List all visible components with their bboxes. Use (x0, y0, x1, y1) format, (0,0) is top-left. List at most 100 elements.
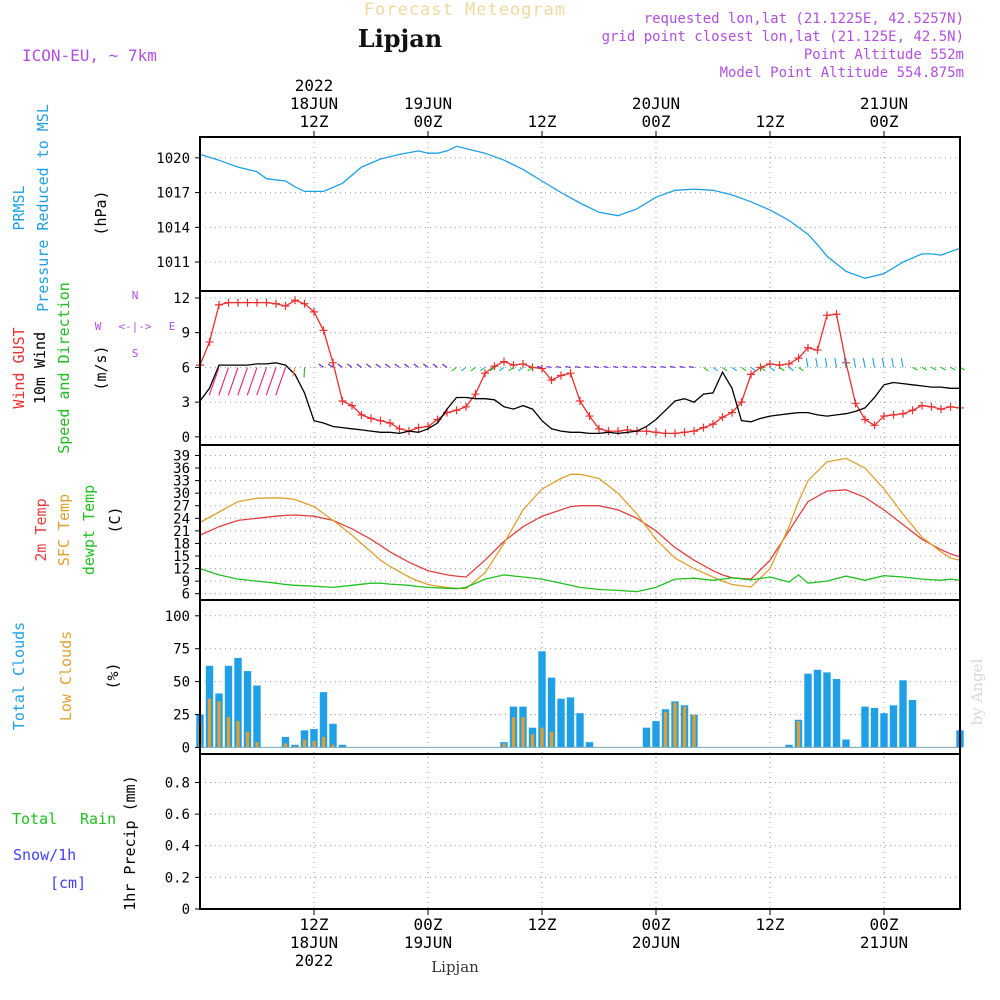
wind-direction-arrow (679, 366, 685, 368)
wind-direction-arrow (900, 357, 904, 368)
low-cloud-bar (255, 742, 259, 748)
wind-direction-arrow (798, 366, 804, 372)
gust-marker (756, 363, 765, 372)
gust-marker (310, 307, 318, 316)
snow-unit-label: [cm] (50, 874, 86, 892)
total-cloud-bar (861, 706, 869, 748)
series-line-dewpt-temp (199, 567, 961, 593)
snow-label: Snow/1h (13, 846, 76, 864)
series-line-10m-wind (199, 362, 960, 435)
wind-direction-arrow (337, 363, 343, 368)
bottom-axis-label: 2022 (295, 951, 334, 970)
wind-direction-arrow (940, 366, 947, 371)
wind-direction-arrow (669, 366, 676, 368)
low-cloud-bar (236, 721, 240, 748)
wind-direction-arrow (527, 366, 533, 372)
low-cloud-bar (673, 702, 677, 748)
gust-marker (918, 401, 926, 410)
y-tick-label: 1011 (156, 255, 190, 271)
low-cloud-bar (207, 698, 212, 748)
gust-marker (272, 299, 280, 308)
wind-direction-arrow (394, 363, 400, 368)
low-cloud-bar (226, 717, 231, 748)
wind-labels: Wind GUST 10m Wind Speed and Direction (… (10, 282, 110, 454)
series-line-prmsl (199, 145, 961, 279)
low-cloud-bar (511, 717, 516, 748)
gust-marker (804, 343, 812, 352)
gust-marker (908, 406, 917, 415)
total-cloud-bar (300, 730, 309, 748)
gust-marker (889, 410, 898, 419)
gust-marker (832, 310, 841, 319)
total-cloud-bar (310, 728, 318, 748)
model-name: ICON-EU, ~ 7km (22, 46, 157, 65)
credit-watermark: by Angel (968, 658, 986, 725)
gust-marker (766, 359, 774, 368)
wind-gust-label: Wind GUST (10, 327, 28, 408)
compass-arrows: <-|-> (118, 320, 151, 333)
low-cloud-bar (321, 736, 326, 748)
gust-marker (728, 408, 736, 417)
bottom-axis-label: 21JUN (860, 933, 908, 952)
y-tick-label: 30 (173, 486, 190, 502)
wind-direction-arrow (403, 363, 410, 368)
gust-marker (462, 402, 470, 411)
bottom-axis-label: 12Z (300, 915, 329, 934)
total-cloud-bar (908, 700, 917, 748)
wind-direction-arrow (603, 366, 609, 368)
low-cloud-bar (283, 743, 288, 748)
gust-marker (281, 302, 290, 311)
y-tick-label: 0.8 (165, 775, 190, 791)
gust-marker (319, 326, 328, 335)
y-tick-label: 36 (173, 461, 190, 477)
wind-direction-arrow (593, 366, 600, 368)
bottom-axis-label: 12Z (756, 915, 785, 934)
low-cloud-bar (530, 734, 535, 748)
wind-direction-arrow (479, 366, 486, 372)
y-tick-label: 21 (173, 524, 190, 540)
gust-marker (709, 420, 717, 429)
wind-direction-arrow (451, 366, 457, 372)
gust-marker (338, 397, 347, 405)
gust-marker (557, 371, 565, 380)
low-cloud-bar (540, 727, 544, 748)
total-cloud-bar (642, 727, 651, 748)
gust-marker (519, 359, 527, 368)
temp-labels: 2m Temp SFC Temp dewpt Temp (C) (32, 485, 124, 575)
compass-north: N (132, 289, 139, 302)
wind-direction-arrow (237, 367, 249, 396)
wind-direction-arrow (722, 366, 728, 372)
wind-direction-arrow (422, 363, 429, 368)
wind-direction-arrow (881, 357, 885, 368)
panel-frame-precip (199, 753, 961, 910)
gust-marker (690, 427, 698, 436)
top-axis-label: 00Z (870, 112, 899, 131)
wind-direction-arrow (413, 363, 419, 368)
total-cloud-bar (652, 721, 660, 748)
y-tick-label: 25 (173, 708, 190, 724)
wind-direction-arrow (622, 366, 628, 368)
gust-marker (585, 412, 594, 421)
wind-direction-arrow (517, 366, 524, 372)
wind-direction-arrow (853, 357, 857, 368)
gust-marker (291, 296, 299, 305)
gust-marker (205, 337, 214, 346)
bottom-axis-label: 18JUN (290, 933, 338, 952)
pressure-label-prmsl: PRMSL (10, 185, 28, 230)
y-tick-label: 18 (173, 536, 190, 552)
wind-direction-arrow (256, 367, 268, 396)
wind-direction-arrow (546, 366, 552, 368)
total-cloud-bar (234, 657, 242, 748)
gust-marker (937, 405, 945, 414)
gust-marker (224, 298, 233, 307)
gust-marker (329, 358, 337, 367)
low-cloud-bar (217, 701, 221, 748)
gust-marker (253, 298, 261, 307)
top-axis-label: 19JUN (404, 94, 452, 113)
gust-marker (604, 427, 613, 436)
wind-unit: (m/s) (92, 345, 110, 390)
wind-direction-arrow (218, 367, 230, 396)
wind-direction-arrow (688, 366, 695, 368)
wind-direction-arrow (731, 366, 738, 372)
